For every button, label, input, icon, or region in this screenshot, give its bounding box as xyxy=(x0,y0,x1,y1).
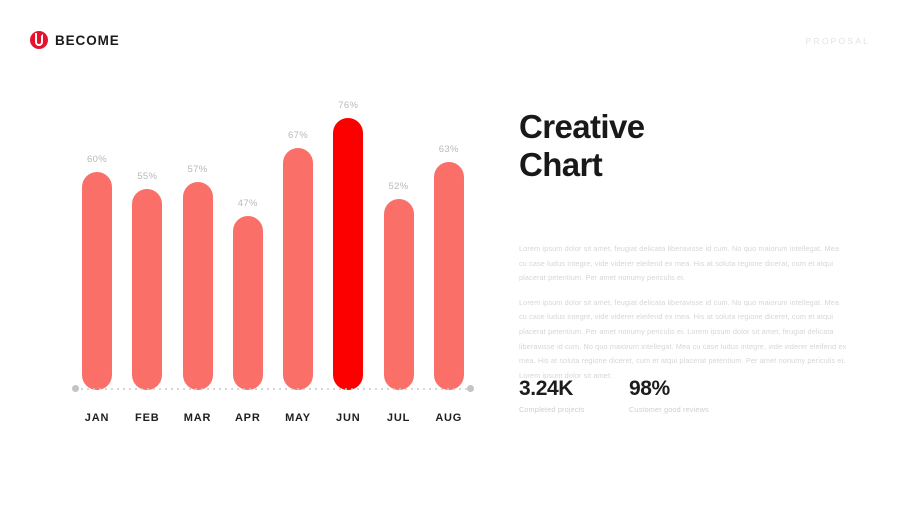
page-header: BECOME PROPOSAL xyxy=(0,0,900,80)
category-label: MAR xyxy=(183,412,212,424)
bar[interactable] xyxy=(182,182,213,390)
paragraph-1: Lorem ipsum dolor sit amet, feugiat deli… xyxy=(519,244,840,283)
bar-column[interactable]: 52% xyxy=(374,100,424,390)
bar-value-label: 57% xyxy=(187,164,208,176)
bar-value-label: 60% xyxy=(87,154,107,165)
brand-logo[interactable]: BECOME xyxy=(30,31,120,49)
stat-value: 3.24K xyxy=(519,377,574,400)
bar[interactable] xyxy=(383,199,414,390)
category-axis: JAN FEB MAR APR MAY JUN JUL AUG xyxy=(72,412,474,432)
bar-column[interactable]: 47% xyxy=(223,100,273,390)
category-label: JAN xyxy=(84,412,110,424)
bar-column[interactable]: 67% xyxy=(273,100,323,390)
page-title-line-1: Creative xyxy=(519,108,645,145)
bar[interactable] xyxy=(132,189,163,390)
category-label: JUL xyxy=(386,412,411,424)
corner-label: PROPOSAL xyxy=(805,36,870,46)
bar-value-label: 67% xyxy=(288,130,308,142)
stat-customer-reviews: 98% Customer good reviews xyxy=(629,376,709,414)
bar[interactable] xyxy=(433,161,464,390)
bar-value-label: 76% xyxy=(338,99,359,111)
category-label: AUG xyxy=(435,412,463,424)
chart-baseline xyxy=(72,385,474,392)
bar-column[interactable]: 63% xyxy=(424,100,474,390)
bar-series: 60% 55% 57% 47% 67% 76% 52% 63% xyxy=(72,100,474,390)
body-copy: Lorem ipsum dolor sit amet, feugiat deli… xyxy=(519,242,849,383)
category-label: FEB xyxy=(135,412,160,424)
bar-value-label: 63% xyxy=(438,143,459,155)
page-title: Creative Chart xyxy=(519,108,859,184)
bar-column[interactable]: 76% xyxy=(323,100,373,390)
baseline-cap-left xyxy=(72,385,79,392)
bar[interactable] xyxy=(82,172,112,390)
stat-label: Completed projects xyxy=(519,405,585,414)
stat-value: 98% xyxy=(629,377,670,400)
category-label: JUN xyxy=(336,412,361,424)
category-label: MAY xyxy=(285,412,311,424)
bar-value-label: 52% xyxy=(388,181,409,193)
bar-value-label: 47% xyxy=(237,198,258,210)
stat-label: Customer good reviews xyxy=(629,405,709,414)
category-label: APR xyxy=(234,412,261,424)
bar[interactable] xyxy=(283,148,313,390)
stat-completed-projects: 3.24K Completed projects xyxy=(519,376,585,414)
become-circle-b-logo-icon xyxy=(30,31,48,49)
bar[interactable] xyxy=(232,216,263,390)
baseline-cap-right xyxy=(467,385,474,392)
bar[interactable] xyxy=(333,117,364,390)
chart-area: 60% 55% 57% 47% 67% 76% 52% 63% JAN FEB MAR APR MAY… xyxy=(72,100,474,432)
bar-column[interactable]: 55% xyxy=(122,100,172,390)
bar-column[interactable]: 57% xyxy=(173,100,223,390)
brand-logo-text: BECOME xyxy=(55,32,120,48)
paragraph-2: Lorem ipsum dolor sit amet, feugiat deli… xyxy=(519,297,847,380)
page-title-line-2: Chart xyxy=(519,146,603,183)
bar-column[interactable]: 60% xyxy=(72,100,122,390)
baseline-dotted-line xyxy=(79,387,467,390)
bar-value-label: 55% xyxy=(137,171,158,182)
content-panel: Creative Chart Lorem ipsum dolor sit ame… xyxy=(519,0,879,506)
